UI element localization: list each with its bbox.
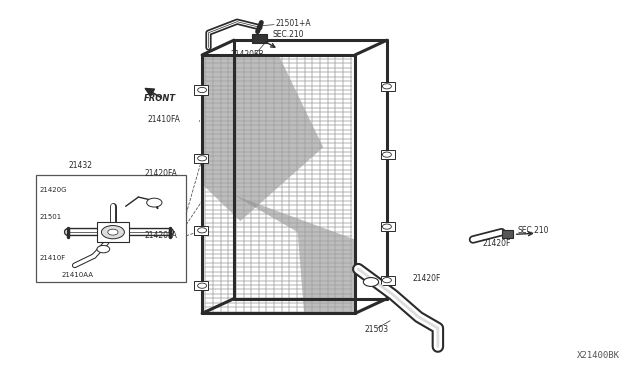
Circle shape [383,84,392,89]
Text: 21420FA: 21420FA [145,231,178,240]
Text: FRONT: FRONT [144,94,176,103]
Text: 21410F: 21410F [40,255,66,261]
Circle shape [108,229,118,235]
Text: 21420FA: 21420FA [145,169,178,177]
Text: 21420F: 21420F [412,274,441,283]
Text: 21420FB: 21420FB [231,51,264,60]
Circle shape [147,198,162,207]
Bar [381,222,396,231]
Circle shape [383,224,392,229]
Circle shape [364,278,379,286]
Bar [194,154,208,163]
Circle shape [198,156,207,161]
Text: 21432: 21432 [68,161,92,170]
Text: X21400BK: X21400BK [577,350,620,359]
Bar [381,276,396,285]
Bar [36,175,186,282]
Polygon shape [234,195,355,313]
Bar [381,82,396,91]
Bar [194,86,208,94]
Circle shape [198,228,207,233]
Text: 21420G: 21420G [40,187,67,193]
Text: 21501: 21501 [40,214,62,220]
Bar [97,222,129,243]
Circle shape [97,246,109,253]
Circle shape [198,283,207,288]
Text: 21410AA: 21410AA [62,272,94,278]
Text: SEC.210: SEC.210 [272,30,304,39]
Circle shape [383,152,392,157]
Text: 21503: 21503 [365,326,388,334]
Text: 21410FA: 21410FA [148,115,181,124]
Text: SEC.210: SEC.210 [518,226,549,235]
Bar [381,150,396,159]
Circle shape [101,225,124,239]
Bar [502,230,513,238]
Bar [194,226,208,235]
Text: 21501+A: 21501+A [275,19,311,28]
Circle shape [383,278,392,283]
Polygon shape [202,55,323,221]
Circle shape [198,87,207,93]
Text: 21420F: 21420F [483,239,511,248]
Bar [252,34,267,43]
Bar [194,281,208,290]
